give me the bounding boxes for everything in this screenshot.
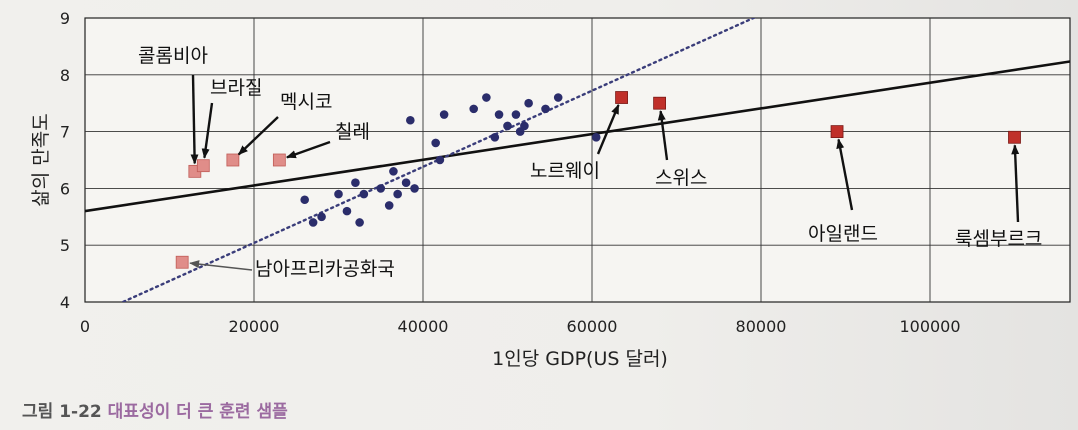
annotation-arrow [657, 110, 669, 161]
data-point [469, 104, 479, 114]
x-tick-label: 0 [80, 317, 90, 336]
x-tick-label: 100000 [899, 317, 960, 336]
figure-number: 그림 1-22 [22, 402, 102, 422]
annotation-arrow [190, 74, 199, 165]
y-tick-label: 7 [60, 123, 70, 142]
annotation-arrow [189, 260, 253, 271]
highlight-point [196, 159, 210, 173]
highlight-point [175, 255, 189, 269]
highlight-point [1008, 130, 1021, 144]
x-tick-label: 40000 [398, 317, 449, 336]
data-point [389, 167, 398, 176]
highlight-point [830, 125, 844, 138]
annotation-label: 멕시코 [280, 91, 332, 113]
data-point [359, 189, 369, 199]
data-point [431, 138, 440, 148]
data-point [503, 121, 512, 131]
annotation-arrow [285, 140, 331, 159]
annotation-label: 브라질 [210, 77, 262, 99]
annotation-arrow [201, 102, 214, 159]
x-tick-label: 20000 [229, 317, 280, 336]
data-point [406, 115, 415, 125]
data-point [511, 110, 521, 119]
y-tick-label: 9 [60, 9, 70, 28]
original-fit-line [119, 18, 757, 302]
highlight-point [615, 91, 628, 104]
data-point [300, 195, 310, 205]
data-point [553, 93, 563, 102]
data-point [494, 110, 504, 119]
data-point [351, 178, 360, 188]
y-tick-label: 4 [60, 293, 70, 312]
data-point [541, 104, 550, 114]
figure-title: 대표성이 더 큰 훈련 샘플 [107, 402, 288, 422]
annotation-label: 남아프리카공화국 [255, 258, 395, 280]
annotation-arrow [836, 138, 854, 211]
data-point [376, 184, 386, 193]
data-point [439, 110, 449, 119]
x-tick-label: 80000 [736, 317, 787, 336]
highlight-point [653, 96, 666, 110]
data-point [435, 155, 445, 165]
plot-area [84, 17, 1071, 303]
annotation-label: 스위스 [655, 167, 707, 189]
annotation-label: 아일랜드 [808, 223, 878, 245]
annotation-label: 노르웨이 [530, 160, 600, 182]
y-tick-label: 6 [60, 179, 70, 198]
figure-caption: 그림 1-22 대표성이 더 큰 훈련 샘플 [22, 397, 288, 422]
data-point [317, 212, 326, 222]
data-point [591, 132, 601, 142]
data-point [490, 132, 500, 142]
data-point [308, 218, 318, 227]
y-tick-label: 8 [60, 66, 70, 85]
y-tick-label: 5 [60, 236, 70, 255]
annotation-label: 룩셈부르크 [955, 228, 1042, 250]
annotation-arrow [596, 103, 620, 155]
full-sample-fit-line [85, 60, 1070, 213]
data-point [384, 201, 394, 210]
data-point [401, 178, 411, 188]
data-point [334, 189, 343, 199]
annotation-label: 칠레 [335, 121, 370, 143]
highlight-point [226, 153, 240, 167]
annotation-arrow [1011, 144, 1020, 223]
annotation-arrow [237, 116, 279, 156]
data-point [520, 121, 529, 131]
data-point [482, 93, 491, 102]
data-point [393, 189, 402, 199]
y-axis-label: 삶의 만족도 [30, 113, 52, 206]
data-point [355, 218, 364, 227]
x-axis-label: 1인당 GDP(US 달러) [492, 348, 668, 370]
data-point [342, 206, 352, 216]
annotation-label: 콜롬비아 [138, 45, 208, 67]
highlight-point [272, 153, 286, 167]
data-point [410, 184, 419, 193]
data-point [524, 98, 533, 108]
x-tick-label: 60000 [567, 317, 618, 336]
